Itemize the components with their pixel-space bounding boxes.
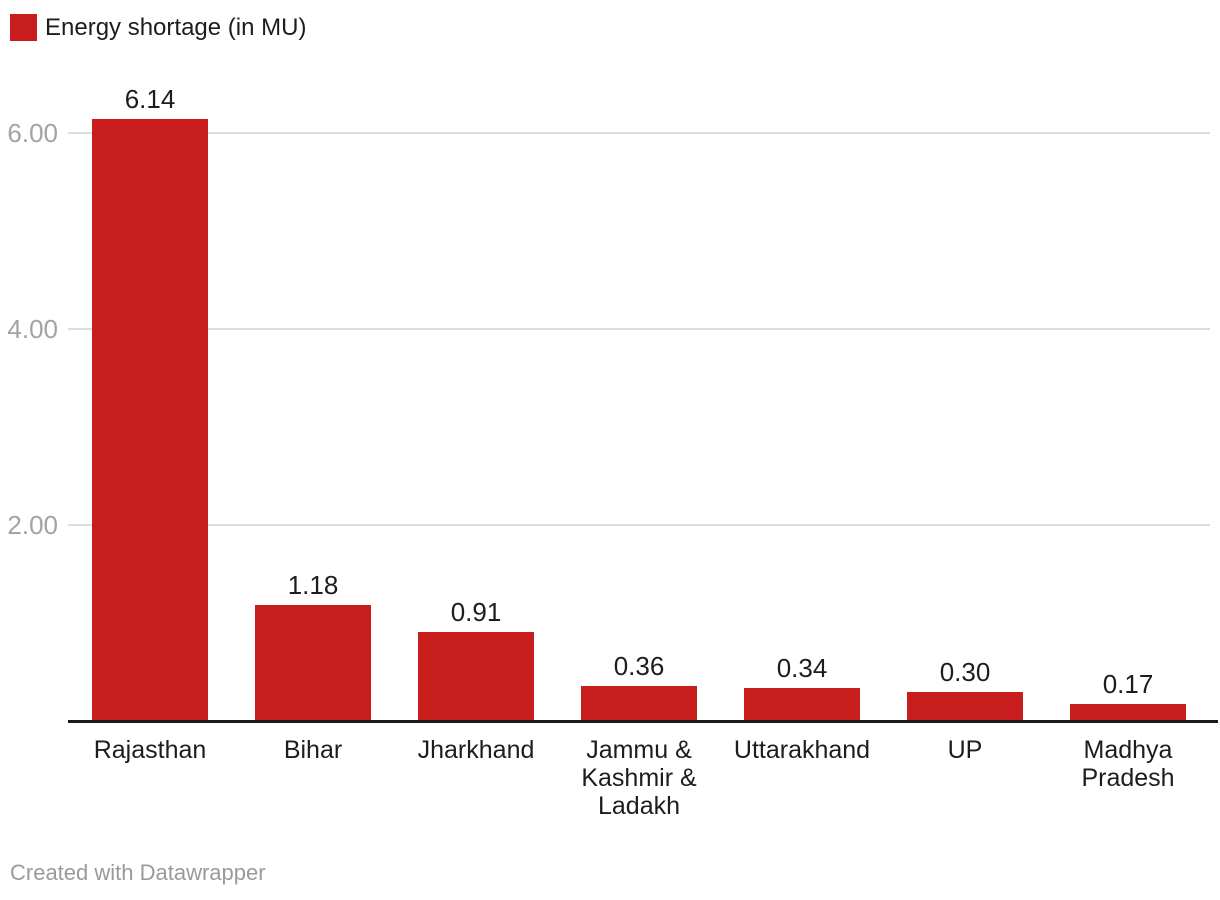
bar: [255, 605, 371, 721]
bar-value-label: 1.18: [287, 570, 339, 600]
y-axis-tick-label: 2.00: [7, 510, 58, 540]
bar-value-label: 0.91: [450, 597, 502, 627]
legend-swatch: [10, 14, 37, 41]
bar-value-label: 0.30: [939, 657, 991, 687]
bar-value-label: 0.17: [1102, 669, 1154, 699]
gridline: [68, 328, 1210, 330]
x-axis-category-label: Rajasthan: [93, 736, 207, 764]
gridline: [68, 132, 1210, 134]
bar: [907, 692, 1023, 721]
bar: [744, 688, 860, 721]
x-axis-category-label: Madhya Pradesh: [1081, 736, 1175, 792]
bar: [1070, 704, 1186, 721]
y-axis-tick-label: 6.00: [7, 118, 58, 148]
datawrapper-credit: Created with Datawrapper: [10, 860, 266, 885]
x-axis-category-label: Uttarakhand: [733, 736, 871, 764]
bar-value-label: 0.34: [776, 653, 828, 683]
y-axis-tick-label: 4.00: [7, 314, 58, 344]
bar: [418, 632, 534, 721]
x-axis-category-label: Jammu & Kashmir & Ladakh: [581, 736, 697, 820]
legend: Energy shortage (in MU): [10, 14, 306, 41]
bar: [581, 686, 697, 721]
x-axis-category-label: Jharkhand: [417, 736, 535, 764]
x-axis-baseline: [68, 720, 1218, 723]
bar-value-label: 0.36: [613, 651, 665, 681]
x-axis-category-label: UP: [947, 736, 983, 764]
gridline: [68, 524, 1210, 526]
bar-value-label: 6.14: [124, 84, 176, 114]
bar: [92, 119, 208, 721]
legend-label: Energy shortage (in MU): [45, 14, 307, 41]
x-axis-category-label: Bihar: [283, 736, 343, 764]
